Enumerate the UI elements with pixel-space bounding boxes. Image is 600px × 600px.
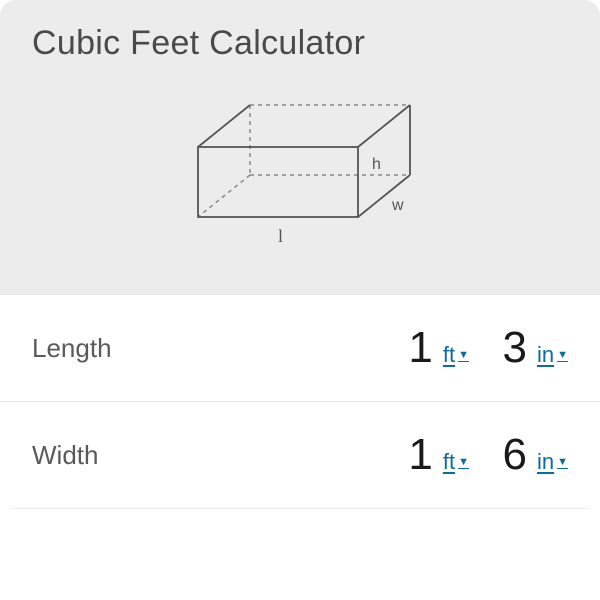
width-label: w bbox=[391, 197, 404, 214]
width-label-text: Width bbox=[32, 440, 403, 471]
width-ft-unit[interactable]: ft ▼ bbox=[443, 449, 469, 475]
page-title: Cubic Feet Calculator bbox=[32, 24, 568, 63]
width-row: Width 1 ft ▼ 6 in ▼ bbox=[0, 402, 600, 509]
width-values: 1 ft ▼ 6 in ▼ bbox=[403, 430, 568, 480]
width-in-value[interactable]: 6 bbox=[497, 430, 527, 480]
chevron-down-icon: ▼ bbox=[557, 456, 568, 468]
width-in-unit-text: in bbox=[537, 449, 554, 475]
width-ft-value[interactable]: 1 bbox=[403, 430, 433, 480]
length-label-text: Length bbox=[32, 333, 403, 364]
length-in-value[interactable]: 3 bbox=[497, 323, 527, 373]
box-diagram: l w h bbox=[32, 79, 568, 275]
cuboid-svg: l w h bbox=[150, 87, 450, 267]
chevron-down-icon: ▼ bbox=[458, 349, 469, 361]
calculator-card: Cubic Feet Calculator bbox=[0, 0, 600, 509]
length-row: Length 1 ft ▼ 3 in ▼ bbox=[0, 295, 600, 402]
width-ft-unit-text: ft bbox=[443, 449, 455, 475]
length-ft-value[interactable]: 1 bbox=[403, 323, 433, 373]
length-ft-unit-text: ft bbox=[443, 342, 455, 368]
length-in-unit[interactable]: in ▼ bbox=[537, 342, 568, 368]
input-rows: Length 1 ft ▼ 3 in ▼ Width 1 ft ▼ bbox=[0, 295, 600, 509]
height-label: h bbox=[372, 156, 381, 173]
calculator-header: Cubic Feet Calculator bbox=[0, 0, 600, 295]
length-in-unit-text: in bbox=[537, 342, 554, 368]
length-values: 1 ft ▼ 3 in ▼ bbox=[403, 323, 568, 373]
chevron-down-icon: ▼ bbox=[458, 456, 469, 468]
width-in-unit[interactable]: in ▼ bbox=[537, 449, 568, 475]
length-ft-unit[interactable]: ft ▼ bbox=[443, 342, 469, 368]
length-label: l bbox=[278, 226, 283, 246]
chevron-down-icon: ▼ bbox=[557, 349, 568, 361]
